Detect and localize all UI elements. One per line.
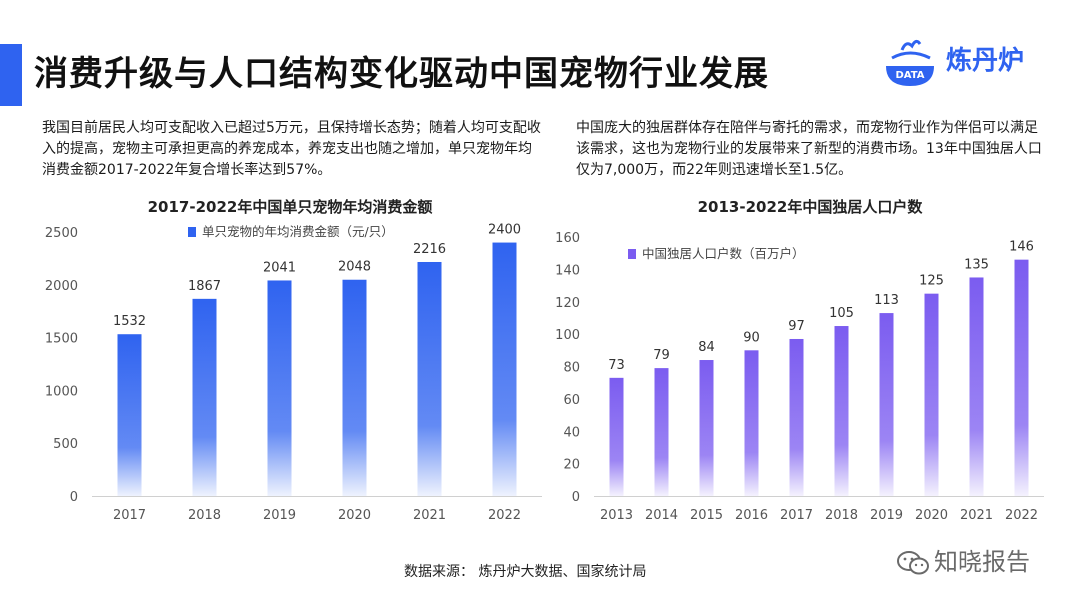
y-tick-label-left: 2000 bbox=[45, 279, 78, 294]
x-tick-label-left-2018: 2018 bbox=[188, 508, 221, 523]
paragraph-left: 我国目前居民人均可支配收入已超过5万元，且保持增长态势；随着人均可支配收入的提高… bbox=[42, 120, 541, 178]
spend-bar-2020 bbox=[342, 279, 367, 496]
spend-value-label-2021: 2216 bbox=[413, 242, 446, 257]
y-tick-label-left: 500 bbox=[53, 437, 78, 452]
spend-value-label-2018: 1867 bbox=[188, 279, 221, 294]
single-household-bar-2018 bbox=[834, 326, 849, 496]
title-accent-bar bbox=[0, 44, 22, 106]
spend-value-label-2019: 2041 bbox=[263, 260, 296, 275]
chart-right: 0 20 40 60 80 100 120 140 160 73 2013 79 2014 84 2015 9… bbox=[555, 231, 1044, 523]
y-tick-label-right: 0 bbox=[572, 490, 580, 505]
legend-label-right: 中国独居人口户数（百万户） bbox=[642, 246, 805, 261]
single-household-value-label-2014: 79 bbox=[653, 348, 670, 363]
x-tick-label-right-2019: 2019 bbox=[870, 508, 903, 523]
x-tick-label-right-2016: 2016 bbox=[735, 508, 768, 523]
logo-text: 炼丹炉 bbox=[946, 46, 1025, 76]
x-tick-label-right-2021: 2021 bbox=[960, 508, 993, 523]
x-tick-label-right-2014: 2014 bbox=[645, 508, 678, 523]
spend-bar-2017 bbox=[117, 334, 142, 496]
single-household-value-label-2022: 146 bbox=[1009, 240, 1034, 255]
single-household-value-label-2017: 97 bbox=[788, 319, 805, 334]
y-tick-label-left: 1000 bbox=[45, 384, 78, 399]
x-tick-label-right-2013: 2013 bbox=[600, 508, 633, 523]
chart-left: 0 500 1000 1500 2000 2500 1532 2017 1867 2018 2041… bbox=[45, 223, 542, 523]
spend-value-label-2020: 2048 bbox=[338, 260, 371, 275]
spend-bar-2021 bbox=[417, 261, 442, 496]
legend-label-left: 单只宠物的年均消费金额（元/只） bbox=[202, 224, 394, 239]
y-tick-label-right: 40 bbox=[563, 425, 580, 440]
single-household-bar-2014 bbox=[654, 368, 669, 496]
logo-badge: DATA bbox=[895, 70, 924, 81]
chart-title-right: 2013-2022年中国独居人口户数 bbox=[697, 198, 923, 216]
single-household-bar-2017 bbox=[789, 338, 804, 496]
logo-cup-icon: DATA bbox=[886, 39, 934, 86]
single-household-bar-2019 bbox=[879, 313, 894, 496]
single-household-value-label-2016: 90 bbox=[743, 330, 760, 345]
single-household-bar-2021 bbox=[969, 277, 984, 496]
x-tick-label-left-2020: 2020 bbox=[338, 508, 371, 523]
y-tick-label-right: 80 bbox=[563, 361, 580, 376]
single-household-bar-2020 bbox=[924, 293, 939, 496]
y-tick-label-left: 0 bbox=[70, 490, 78, 505]
legend-swatch-right bbox=[628, 249, 636, 259]
legend-swatch-left bbox=[188, 227, 196, 237]
paragraph-right: 中国庞大的独居群体存在陪伴与寄托的需求，而宠物行业作为伴侣可以满足该需求，这也为… bbox=[576, 120, 1042, 178]
single-household-value-label-2015: 84 bbox=[698, 340, 715, 355]
single-household-value-label-2013: 73 bbox=[608, 358, 625, 373]
x-tick-label-right-2018: 2018 bbox=[825, 508, 858, 523]
spend-value-label-2017: 1532 bbox=[113, 314, 146, 329]
x-tick-label-left-2019: 2019 bbox=[263, 508, 296, 523]
logo: DATA bbox=[886, 39, 934, 86]
x-tick-label-right-2015: 2015 bbox=[690, 508, 723, 523]
single-household-value-label-2021: 135 bbox=[964, 257, 989, 272]
single-household-bar-2022 bbox=[1014, 259, 1029, 496]
spend-bar-2022 bbox=[492, 242, 517, 496]
x-tick-label-right-2017: 2017 bbox=[780, 508, 813, 523]
y-tick-label-right: 60 bbox=[563, 393, 580, 408]
y-tick-label-right: 160 bbox=[555, 231, 580, 246]
watermark: 知晓报告 bbox=[896, 542, 1030, 577]
y-tick-label-right: 140 bbox=[555, 263, 580, 278]
single-household-bar-2013 bbox=[609, 377, 624, 496]
wechat-icon bbox=[897, 551, 929, 575]
y-tick-label-right: 120 bbox=[555, 296, 580, 311]
spend-value-label-2022: 2400 bbox=[488, 223, 521, 238]
y-tick-label-right: 20 bbox=[563, 458, 580, 473]
single-household-bar-2016 bbox=[744, 350, 759, 496]
spend-bar-2018 bbox=[192, 298, 217, 496]
single-household-value-label-2020: 125 bbox=[919, 274, 944, 289]
x-tick-label-left-2022: 2022 bbox=[488, 508, 521, 523]
page-title: 消费升级与人口结构变化驱动中国宠物行业发展 bbox=[34, 54, 769, 94]
y-tick-label-left: 1500 bbox=[45, 332, 78, 347]
x-tick-label-right-2020: 2020 bbox=[915, 508, 948, 523]
x-tick-label-left-2017: 2017 bbox=[113, 508, 146, 523]
watermark-text: 知晓报告 bbox=[934, 548, 1030, 576]
x-tick-label-left-2021: 2021 bbox=[413, 508, 446, 523]
single-household-value-label-2018: 105 bbox=[829, 306, 854, 321]
x-tick-label-right-2022: 2022 bbox=[1005, 508, 1038, 523]
y-tick-label-left: 2500 bbox=[45, 226, 78, 241]
chart-title-left: 2017-2022年中国单只宠物年均消费金额 bbox=[147, 198, 433, 216]
source-note: 数据来源： 炼丹炉大数据、国家统计局 bbox=[404, 564, 647, 580]
single-household-bar-2015 bbox=[699, 360, 714, 496]
single-household-value-label-2019: 113 bbox=[874, 293, 899, 308]
y-tick-label-right: 100 bbox=[555, 328, 580, 343]
spend-bar-2019 bbox=[267, 280, 292, 496]
